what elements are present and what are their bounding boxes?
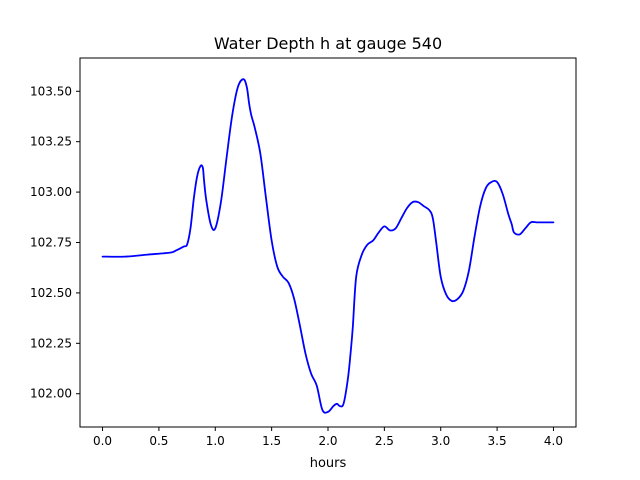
y-tick-label: 102.25 bbox=[30, 336, 72, 350]
x-tick-label: 4.0 bbox=[544, 434, 563, 448]
chart-title: Water Depth h at gauge 540 bbox=[214, 34, 442, 53]
y-tick-label: 102.50 bbox=[30, 286, 72, 300]
y-tick-label: 103.25 bbox=[30, 135, 72, 149]
x-tick-label: 0.0 bbox=[93, 434, 112, 448]
y-tick-label: 103.00 bbox=[30, 185, 72, 199]
plot-area bbox=[101, 78, 555, 414]
x-tick-label: 3.5 bbox=[488, 434, 507, 448]
y-tick-label: 102.75 bbox=[30, 236, 72, 250]
x-tick-label: 2.5 bbox=[375, 434, 394, 448]
y-axis: 102.00 102.25 102.50 102.75 103.00 103.25 103.… bbox=[30, 84, 80, 401]
series-line-0 bbox=[101, 78, 555, 414]
x-tick-label: 2.0 bbox=[318, 434, 337, 448]
x-tick-label: 3.0 bbox=[431, 434, 450, 448]
y-tick-label: 102.00 bbox=[30, 387, 72, 401]
x-tick-label: 0.5 bbox=[149, 434, 168, 448]
y-tick-label: 103.50 bbox=[30, 84, 72, 98]
x-tick-label: 1.0 bbox=[206, 434, 225, 448]
x-tick-label: 1.5 bbox=[262, 434, 281, 448]
x-axis: 0.0 0.5 1.0 1.5 2.0 2.5 3.0 3.5 4.0 bbox=[93, 427, 563, 448]
x-axis-title: hours bbox=[310, 456, 347, 471]
